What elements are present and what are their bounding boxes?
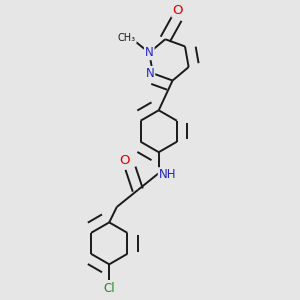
Text: NH: NH (159, 168, 176, 181)
Text: N: N (145, 46, 154, 59)
Text: CH₃: CH₃ (118, 33, 136, 43)
Text: O: O (119, 154, 129, 166)
Text: Cl: Cl (103, 282, 115, 295)
Text: N: N (146, 67, 154, 80)
Text: O: O (172, 4, 183, 16)
